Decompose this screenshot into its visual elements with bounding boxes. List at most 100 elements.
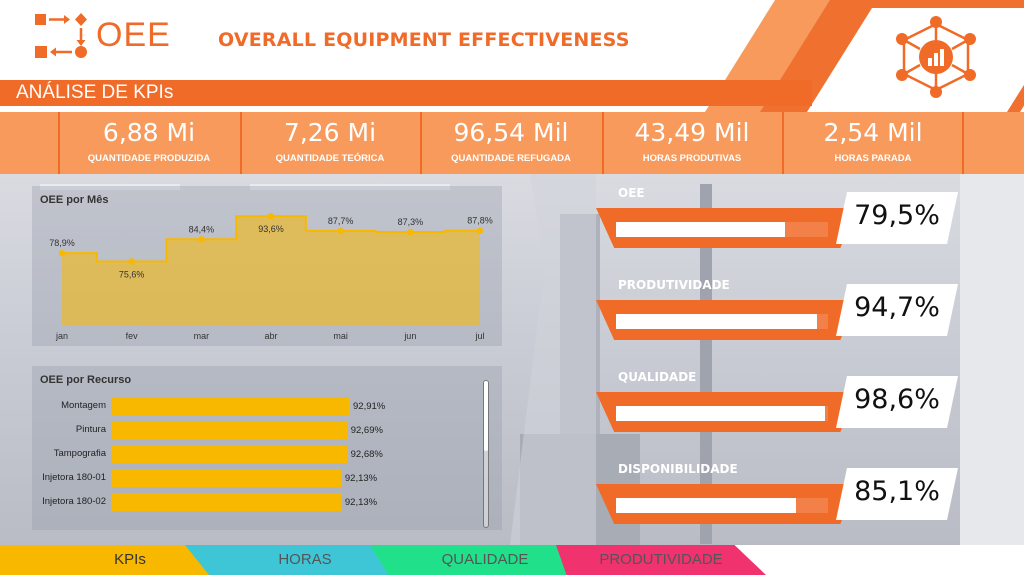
metric-label: QUALIDADE xyxy=(618,370,697,384)
bar-category-label: Injetora 180-02 xyxy=(42,496,106,507)
kpi-card: 2,54 Mil HORAS PARADA xyxy=(782,112,964,174)
network-chart-icon xyxy=(896,16,976,98)
metric-value: 85,1% xyxy=(854,476,940,507)
data-label: 78,9% xyxy=(49,238,75,248)
bar[interactable] xyxy=(111,445,347,463)
data-label: 87,7% xyxy=(328,216,354,226)
data-point[interactable] xyxy=(267,212,275,220)
metric-progress-fill xyxy=(616,498,797,513)
data-point[interactable] xyxy=(476,227,484,234)
kpi-label: QUANTIDADE PRODUZIDA xyxy=(87,153,211,164)
background-shape xyxy=(960,174,1024,545)
logo-flow-icon xyxy=(35,13,87,58)
metric-value-box: 79,5% xyxy=(836,192,958,244)
section-title: ANÁLISE DE KPIs xyxy=(16,82,174,103)
data-label: 87,8% xyxy=(467,216,493,226)
data-label: 87,3% xyxy=(398,217,424,227)
bar-value-label: 92,13% xyxy=(344,473,378,484)
logo-text: OEE xyxy=(96,16,171,54)
x-tick-label: fev xyxy=(126,331,139,341)
tab-label: QUALIDADE xyxy=(441,551,529,568)
tab-produtividade[interactable]: PRODUTIVIDADE xyxy=(556,545,766,575)
metric-value: 94,7% xyxy=(854,292,940,323)
bar-row[interactable]: Montagem 92,91% xyxy=(0,397,470,415)
kpi-divider xyxy=(240,112,242,174)
bar-row[interactable]: Injetora 180-02 92,13% xyxy=(0,493,470,511)
section-bar xyxy=(0,80,812,106)
data-point[interactable] xyxy=(337,227,344,235)
bar[interactable] xyxy=(111,421,347,439)
background-shape xyxy=(40,184,180,190)
kpi-value: 96,54 Mil xyxy=(453,118,569,147)
kpi-card: 43,49 Mil HORAS PRODUTIVAS xyxy=(602,112,782,174)
metric-oee: OEE 79,5% xyxy=(596,186,976,256)
metric-progress-track xyxy=(616,406,828,421)
bar[interactable] xyxy=(111,469,341,487)
metric-label: PRODUTIVIDADE xyxy=(618,278,730,292)
x-tick-label: mai xyxy=(333,331,348,341)
metric-value: 98,6% xyxy=(854,384,940,415)
x-tick-label: jan xyxy=(55,331,68,341)
bar-value-label: 92,69% xyxy=(350,425,383,436)
metric-value: 79,5% xyxy=(854,200,940,231)
bar[interactable] xyxy=(111,397,349,415)
kpi-divider xyxy=(420,112,422,174)
kpi-label: HORAS PRODUTIVAS xyxy=(642,153,742,164)
page-title: OVERALL EQUIPMENT EFFECTIVENESS xyxy=(218,29,630,51)
bar[interactable] xyxy=(111,493,341,511)
kpi-card: 96,54 Mil QUANTIDADE REFUGADA xyxy=(420,112,602,174)
bar-category-label: Tampografia xyxy=(53,448,106,459)
kpi-label: QUANTIDADE TEÓRICA xyxy=(275,153,385,164)
data-label: 93,6% xyxy=(258,224,284,234)
kpi-value: 7,26 Mi xyxy=(283,118,377,147)
metric-value-box: 85,1% xyxy=(836,468,958,520)
header: OEE OVERALL EQUIPMENT EFFECTIVENESS xyxy=(0,0,1024,112)
bar-value-label: 92,91% xyxy=(353,401,386,412)
x-tick-label: jul xyxy=(474,331,484,341)
kpi-divider xyxy=(962,112,964,174)
bar-value-label: 92,68% xyxy=(350,449,383,460)
background-shape xyxy=(250,184,450,190)
metric-label: DISPONIBILIDADE xyxy=(618,462,738,476)
kpi-value: 43,49 Mil xyxy=(634,118,750,147)
metric-disponibilidade: DISPONIBILIDADE 85,1% xyxy=(596,462,976,532)
data-point[interactable] xyxy=(198,236,205,243)
x-tick-label: jun xyxy=(403,331,416,341)
oee-por-mes-title: OEE por Mês xyxy=(40,194,109,206)
metric-progress-track xyxy=(616,314,828,329)
bar-value-label: 92,13% xyxy=(344,497,378,508)
kpi-divider xyxy=(58,112,60,174)
kpi-label: HORAS PARADA xyxy=(834,153,912,164)
tab-label: KPIs xyxy=(114,551,146,568)
bar-category-label: Pintura xyxy=(75,424,106,435)
data-point[interactable] xyxy=(128,258,135,265)
x-tick-label: mar xyxy=(194,331,210,341)
tab-label: HORAS xyxy=(278,551,332,568)
metric-label: OEE xyxy=(618,186,645,200)
scrollbar[interactable] xyxy=(483,380,489,528)
oee-por-mes-chart[interactable]: 78,9% 75,6% 84,4% 93,6% 87,7% 87,3% 87,8% jan f… xyxy=(32,186,502,346)
kpi-divider xyxy=(602,112,604,174)
kpi-value: 6,88 Mi xyxy=(102,118,196,147)
scrollbar-thumb[interactable] xyxy=(484,381,488,451)
kpi-divider xyxy=(782,112,784,174)
metric-progress-fill xyxy=(616,222,785,237)
oee-por-recurso-title: OEE por Recurso xyxy=(40,374,132,386)
data-label: 75,6% xyxy=(119,269,145,279)
metric-produtividade: PRODUTIVIDADE 94,7% xyxy=(596,278,976,348)
kpi-label: QUANTIDADE REFUGADA xyxy=(451,153,571,164)
metric-qualidade: QUALIDADE 98,6% xyxy=(596,370,976,440)
bar-row[interactable]: Pintura 92,69% xyxy=(0,421,470,439)
kpi-strip: 6,88 Mi QUANTIDADE PRODUZIDA 7,26 Mi QUA… xyxy=(0,112,1024,174)
data-point[interactable] xyxy=(58,249,66,257)
data-point[interactable] xyxy=(407,228,414,236)
metric-progress-track xyxy=(616,222,828,237)
metric-progress-fill xyxy=(616,314,817,329)
bar-row[interactable]: Injetora 180-01 92,13% xyxy=(0,469,470,487)
oee-por-recurso-chart[interactable]: Montagem 92,91% Pintura 92,69% Tampografia 92… xyxy=(0,397,470,522)
bar-row[interactable]: Tampografia 92,68% xyxy=(0,445,470,463)
bar-category-label: Injetora 180-01 xyxy=(42,472,106,483)
metric-progress-track xyxy=(616,498,828,513)
background-shape xyxy=(700,184,712,544)
x-tick-label: abr xyxy=(264,331,277,341)
